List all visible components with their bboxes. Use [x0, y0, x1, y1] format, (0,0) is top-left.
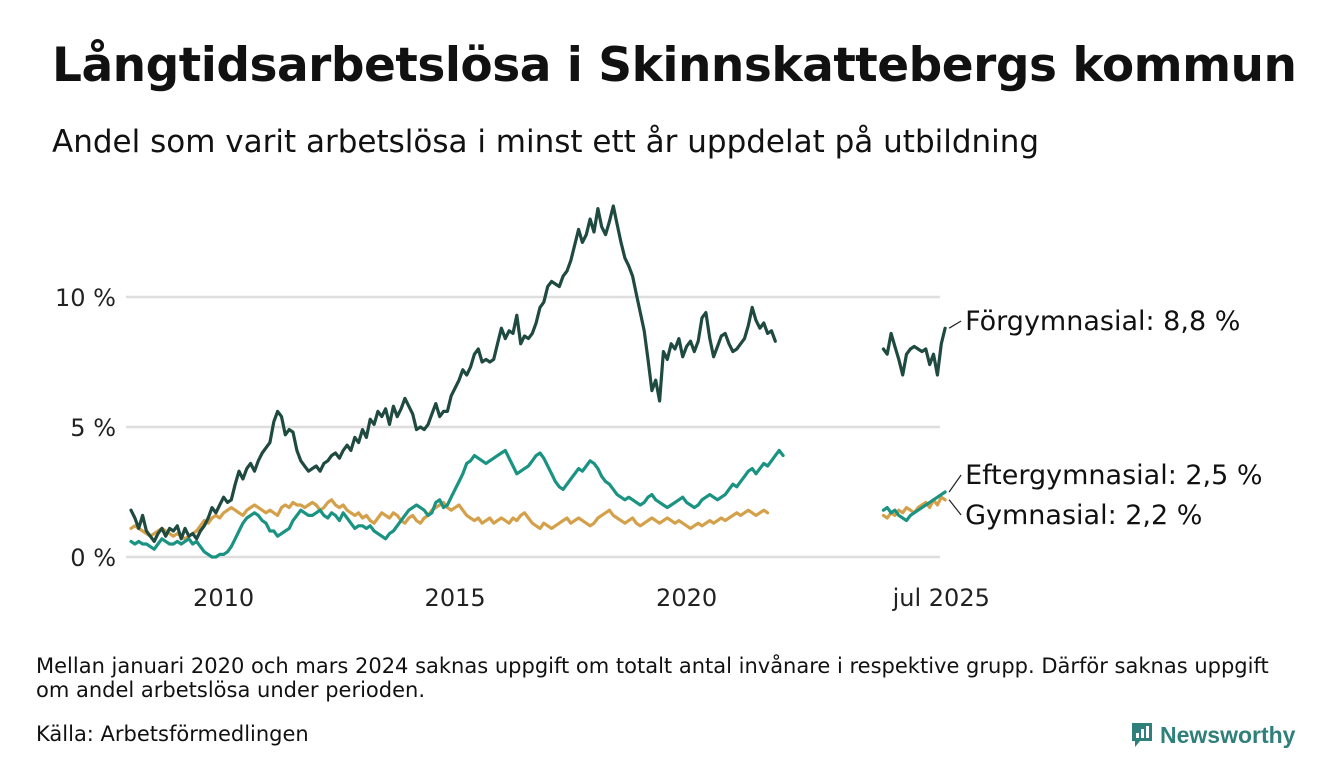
chart-title: Långtidsarbetslösa i Skinnskattebergs ko… — [52, 38, 1297, 93]
end-label-eftergymnasial: Eftergymnasial: 2,5 % — [965, 460, 1262, 491]
grid-lines — [126, 295, 940, 559]
y-axis-ticks: 0 % 5 % 10 % — [55, 284, 116, 572]
end-label-connector-1 — [948, 474, 962, 493]
brand-logo: Newsworthy — [1130, 718, 1295, 752]
end-label-gymnasial: Gymnasial: 2,2 % — [965, 500, 1202, 531]
chart-subtitle: Andel som varit arbetslösa i minst ett å… — [52, 124, 1040, 160]
brand-name: Newsworthy — [1160, 721, 1296, 748]
chart-footnote: Mellan januari 2020 och mars 2024 saknas… — [36, 654, 1269, 702]
x-tick-label-1: 2015 — [425, 584, 486, 612]
series-line-gymnasial-0 — [129, 498, 770, 541]
x-axis-ticks: 2010 2015 2020 jul 2025 — [193, 584, 990, 612]
end-label-connector-0 — [948, 320, 962, 329]
series-end-labels: Förgymnasial: 8,8 % Eftergymnasial: 2,5 %… — [948, 306, 1263, 531]
series-lines — [129, 204, 947, 559]
x-tick-label-0: 2010 — [193, 584, 254, 612]
series-line-eftergymnasial-0 — [129, 448, 785, 559]
end-label-connector-2 — [948, 499, 962, 516]
chart-source: Källa: Arbetsförmedlingen — [36, 722, 309, 746]
x-tick-label-3: jul 2025 — [892, 584, 990, 612]
end-label-förgymnasial: Förgymnasial: 8,8 % — [965, 306, 1240, 337]
newsworthy-logo-icon — [1132, 723, 1152, 747]
x-tick-label-2: 2020 — [656, 584, 717, 612]
series-line-gymnasial-1 — [881, 495, 947, 520]
y-tick-label-1: 5 % — [70, 414, 116, 442]
y-tick-label-0: 0 % — [70, 544, 116, 572]
series-line-förgymnasial-0 — [129, 204, 777, 544]
series-line-eftergymnasial-1 — [881, 490, 947, 523]
y-tick-label-2: 10 % — [55, 284, 116, 312]
series-line-förgymnasial-1 — [881, 326, 947, 377]
